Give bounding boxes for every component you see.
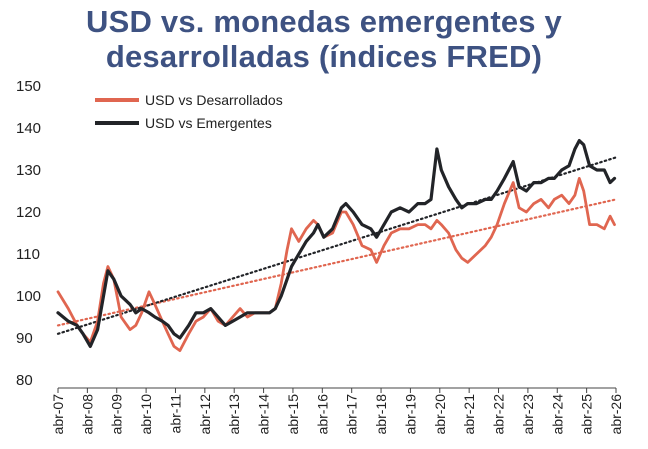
- x-tick-label: abr-24: [549, 394, 565, 435]
- x-tick-label: abr-19: [402, 394, 418, 435]
- x-tick-label: abr-23: [520, 394, 536, 435]
- x-tick-label: abr-22: [491, 394, 507, 435]
- legend-label: USD vs Desarrollados: [145, 92, 283, 108]
- series-line: [56, 139, 617, 348]
- x-tick-label: abr-26: [608, 394, 624, 435]
- x-tick-label: abr-25: [579, 394, 595, 435]
- y-tick-label: 90: [16, 330, 33, 347]
- y-tick-label: 150: [16, 78, 41, 95]
- y-tick-label: 80: [16, 372, 33, 389]
- series-line: [56, 177, 616, 352]
- x-tick-label: abr-18: [373, 394, 389, 435]
- x-tick-label: abr-20: [432, 394, 448, 435]
- x-tick-label: abr-16: [314, 394, 330, 435]
- x-tick-label: abr-10: [138, 394, 154, 435]
- x-tick-label: abr-08: [79, 394, 95, 435]
- chart-title: USD vs. monedas emergentes y desarrollad…: [86, 4, 562, 74]
- y-tick-label: 100: [16, 288, 41, 305]
- x-axis: abr-07 abr-08 abr-09 abr-10 abr-11 abr-12 abr-…: [50, 387, 624, 435]
- x-tick-label: abr-17: [344, 394, 360, 435]
- x-tick-label: abr-14: [256, 394, 272, 435]
- x-tick-label: abr-11: [167, 394, 183, 434]
- x-tick-label: abr-07: [50, 394, 66, 435]
- chart-title-wrap: USD vs. monedas emergentes y desarrollad…: [0, 4, 648, 74]
- x-tick-label: abr-13: [226, 394, 242, 435]
- trendline: [56, 156, 618, 335]
- legend-label: USD vs Emergentes: [145, 115, 272, 131]
- x-tick-label: abr-09: [109, 394, 125, 435]
- y-tick-label: 140: [16, 120, 41, 137]
- trendlines: [56, 156, 618, 335]
- x-tick-label: abr-21: [461, 394, 477, 435]
- x-tick-label: abr-15: [285, 394, 301, 435]
- y-tick-label: 130: [16, 162, 41, 179]
- series-lines: [56, 139, 617, 352]
- y-axis: 80 90 100 110 120 130 140 150: [16, 78, 41, 389]
- y-tick-label: 120: [16, 204, 41, 221]
- legend: USD vs Desarrollados USD vs Emergentes: [95, 92, 283, 131]
- trendline: [56, 198, 618, 327]
- y-tick-label: 110: [16, 246, 40, 263]
- x-tick-label: abr-12: [197, 394, 213, 435]
